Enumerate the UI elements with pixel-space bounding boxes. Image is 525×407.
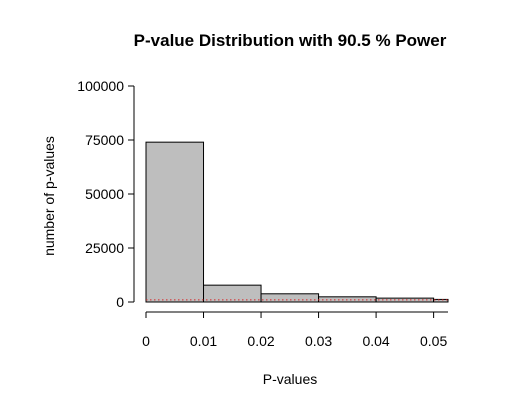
y-axis-label: number of p-values — [41, 136, 57, 256]
histogram-bar-6 — [433, 298, 449, 303]
x-tick-label-2: 0.01 — [190, 333, 217, 349]
y-tick-label-5: 100000 — [77, 78, 124, 94]
y-tick-label-4: 75000 — [85, 132, 124, 148]
x-axis: 0 0.01 0.02 0.03 0.04 0.05 — [142, 311, 448, 349]
y-tick-label-2: 25000 — [85, 240, 124, 256]
y-tick-label-1: 0 — [116, 294, 124, 310]
histogram-bar-3 — [260, 293, 320, 303]
histogram-bar-5 — [375, 297, 435, 303]
x-axis-label: P-values — [263, 371, 317, 387]
y-tick-label-3: 50000 — [85, 186, 124, 202]
x-tick-label-1: 0 — [142, 333, 150, 349]
x-tick-label-5: 0.04 — [362, 333, 389, 349]
x-tick-label-6: 0.05 — [420, 333, 447, 349]
bars-layer — [145, 141, 449, 303]
histogram-bar-2 — [203, 284, 262, 303]
y-axis: 0 25000 50000 75000 100000 — [77, 78, 135, 310]
x-tick-label-3: 0.02 — [247, 333, 274, 349]
chart-title: P-value Distribution with 90.5 % Power — [134, 31, 447, 50]
x-tick-label-4: 0.03 — [305, 333, 332, 349]
histogram-bar-1 — [145, 141, 205, 303]
